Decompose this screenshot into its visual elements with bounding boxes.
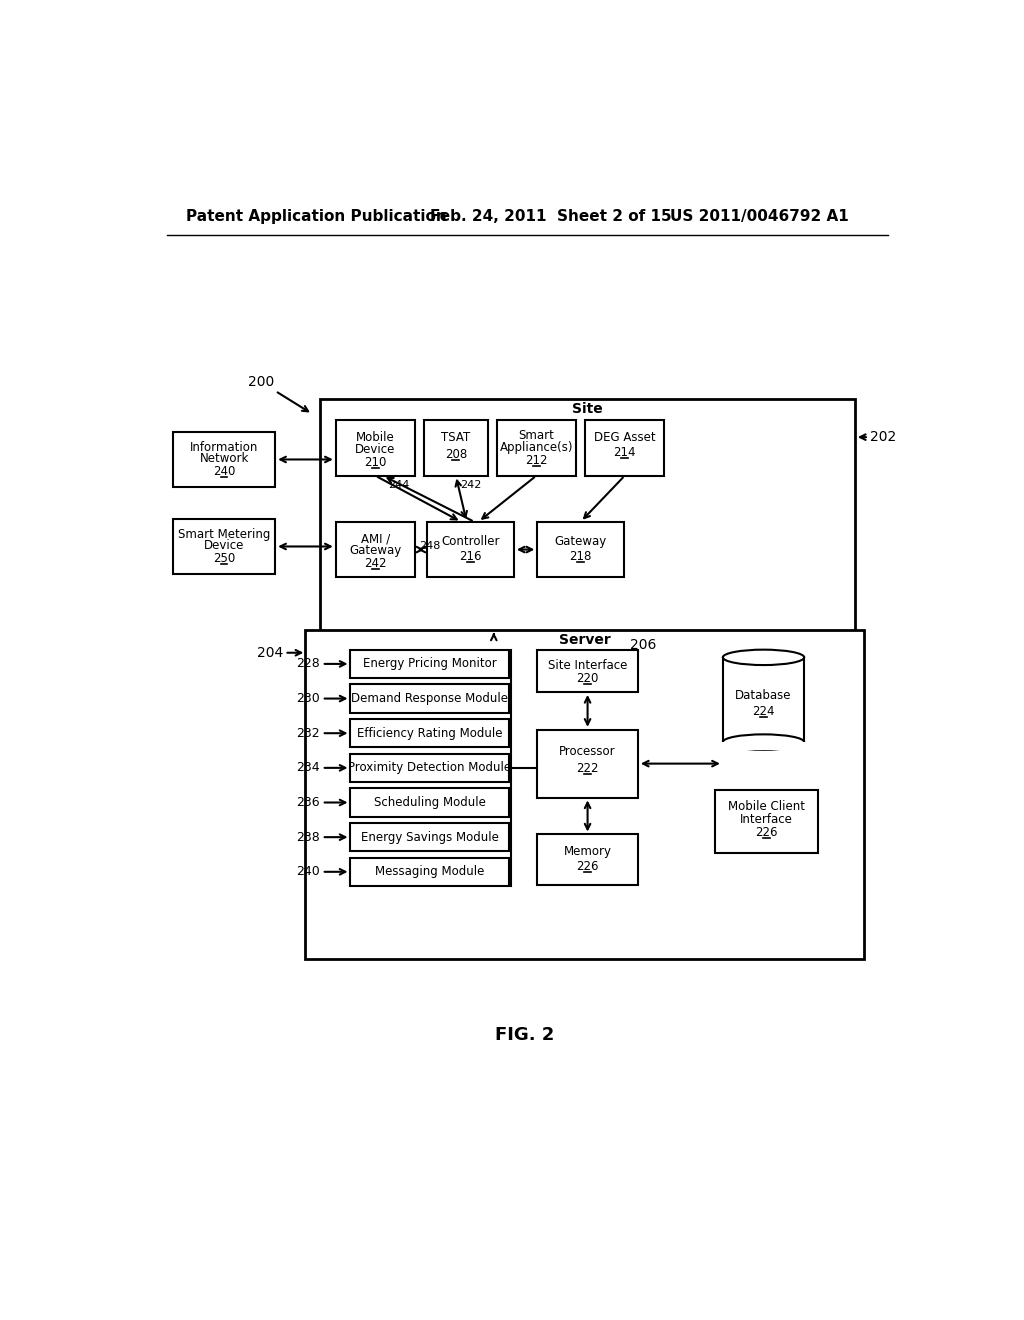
Text: 250: 250 [213, 552, 236, 565]
Bar [350, 649, 509, 678]
Text: DEG Asset: DEG Asset [594, 430, 655, 444]
Text: US 2011/0046792 A1: US 2011/0046792 A1 [671, 209, 849, 223]
Text: 206: 206 [630, 638, 656, 652]
Bar [336, 420, 415, 475]
Text: Interface: Interface [740, 813, 793, 825]
Text: Memory: Memory [563, 845, 611, 858]
Text: Energy Savings Module: Energy Savings Module [360, 830, 499, 843]
Bar [723, 657, 804, 742]
Text: 210: 210 [365, 455, 386, 469]
Text: 204: 204 [257, 645, 283, 660]
Text: 236: 236 [297, 796, 321, 809]
Text: Controller: Controller [441, 535, 500, 548]
Text: Scheduling Module: Scheduling Module [374, 796, 485, 809]
Text: Site: Site [572, 403, 603, 416]
Bar [538, 730, 638, 797]
Text: Smart Metering: Smart Metering [178, 528, 270, 541]
Text: 248: 248 [419, 541, 440, 552]
Text: 242: 242 [364, 557, 386, 570]
Bar [427, 521, 514, 577]
Text: Smart: Smart [518, 429, 554, 442]
Text: Appliance(s): Appliance(s) [500, 441, 573, 454]
Text: Efficiency Rating Module: Efficiency Rating Module [357, 727, 503, 739]
Text: 220: 220 [577, 672, 599, 685]
Text: Site Interface: Site Interface [548, 659, 628, 672]
Text: Gateway: Gateway [349, 544, 401, 557]
Bar [497, 420, 575, 475]
Bar [538, 521, 624, 577]
Text: 238: 238 [297, 830, 321, 843]
Text: Mobile Client: Mobile Client [728, 800, 805, 813]
Bar [350, 719, 509, 747]
Text: Mobile: Mobile [356, 430, 394, 444]
Text: Server: Server [559, 634, 610, 647]
Text: Feb. 24, 2011  Sheet 2 of 15: Feb. 24, 2011 Sheet 2 of 15 [430, 209, 672, 223]
Text: Device: Device [204, 539, 245, 552]
Text: 224: 224 [753, 705, 775, 718]
Bar [350, 754, 509, 781]
Bar [350, 788, 509, 817]
Text: 244: 244 [388, 480, 410, 490]
Text: 234: 234 [297, 762, 321, 775]
Text: Proximity Detection Module: Proximity Detection Module [348, 762, 511, 775]
Bar [350, 822, 509, 851]
Text: Patent Application Publication: Patent Application Publication [186, 209, 446, 223]
Text: AMI /: AMI / [360, 532, 390, 545]
Bar [305, 630, 864, 960]
Bar [538, 834, 638, 884]
Text: 208: 208 [444, 449, 467, 462]
Text: Energy Pricing Monitor: Energy Pricing Monitor [362, 657, 497, 671]
Text: 222: 222 [577, 762, 599, 775]
Bar [321, 399, 855, 638]
Bar [721, 742, 806, 750]
Ellipse shape [723, 649, 804, 665]
Bar [538, 649, 638, 692]
Text: 212: 212 [525, 454, 548, 467]
Text: 200: 200 [248, 375, 274, 388]
Text: Device: Device [355, 444, 395, 455]
Text: 228: 228 [297, 657, 321, 671]
Text: Database: Database [735, 689, 792, 702]
Text: Information: Information [189, 441, 258, 454]
Text: 202: 202 [870, 430, 897, 444]
Text: 230: 230 [297, 692, 321, 705]
Bar [336, 521, 415, 577]
Text: Messaging Module: Messaging Module [375, 866, 484, 878]
Text: 214: 214 [613, 446, 636, 459]
Text: 240: 240 [213, 465, 236, 478]
Bar [586, 420, 665, 475]
Text: Demand Response Module: Demand Response Module [351, 692, 508, 705]
Bar [350, 684, 509, 713]
Text: 226: 226 [756, 826, 778, 840]
Bar [173, 432, 275, 487]
Bar [716, 789, 818, 853]
Bar [173, 519, 275, 574]
Bar [424, 420, 487, 475]
Bar [350, 858, 509, 886]
Text: TSAT: TSAT [441, 430, 470, 444]
Text: Gateway: Gateway [554, 535, 607, 548]
Text: Network: Network [200, 453, 249, 465]
Ellipse shape [723, 734, 804, 750]
Text: 226: 226 [577, 861, 599, 874]
Text: Processor: Processor [559, 744, 615, 758]
Text: 218: 218 [569, 550, 592, 564]
Text: 240: 240 [297, 866, 321, 878]
Text: FIG. 2: FIG. 2 [496, 1026, 554, 1044]
Text: 242: 242 [460, 480, 481, 490]
Text: 232: 232 [297, 727, 321, 739]
Text: 216: 216 [460, 550, 482, 564]
